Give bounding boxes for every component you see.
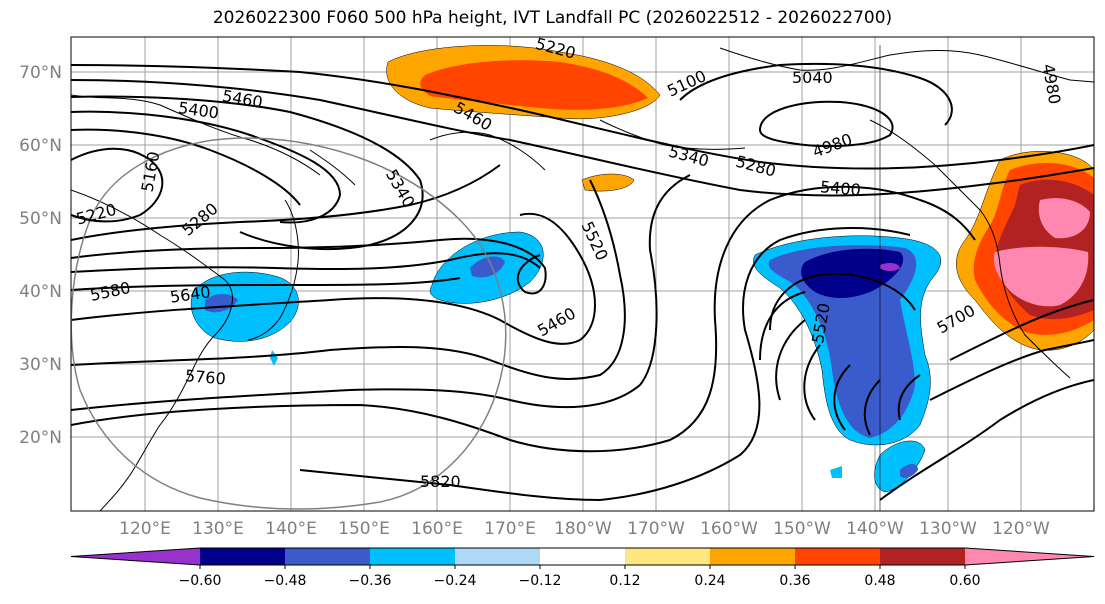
lon-label: 140°E (265, 519, 317, 539)
lat-label: 50°N (19, 209, 62, 229)
colorbar-segment (200, 548, 286, 565)
lat-label: 20°N (19, 428, 62, 448)
latitude-labels: 70°N 60°N 50°N 40°N 30°N 20°N (19, 63, 62, 448)
lat-label: 60°N (19, 136, 62, 156)
colorbar-segment (795, 548, 881, 565)
lat-label: 40°N (19, 282, 62, 302)
lon-label: 160°W (700, 519, 758, 539)
colorbar-tick-label: −0.24 (434, 573, 477, 589)
map-title: 2026022300 F060 500 hPa height, IVT Land… (212, 8, 893, 28)
colorbar-segment (710, 548, 796, 565)
lon-label: 180°W (554, 519, 612, 539)
colorbar-segment (455, 548, 541, 565)
ivt-shading (190, 45, 1094, 493)
lon-label: 120°W (992, 519, 1050, 539)
lon-label: 160°E (411, 519, 463, 539)
colorbar-segment (285, 548, 371, 565)
colorbar-segment (71, 548, 200, 565)
lon-label: 130°W (919, 519, 977, 539)
colorbar-tick-label: −0.12 (519, 573, 562, 589)
contour-label: 5040 (792, 68, 833, 87)
lat-label: 30°N (19, 355, 62, 375)
height-contours (71, 62, 1094, 502)
colorbar-tick-label: 0.48 (864, 573, 895, 589)
contour-label: 5760 (184, 366, 226, 388)
colorbar-tick-label: −0.36 (349, 573, 392, 589)
lon-label: 120°E (119, 519, 171, 539)
map-frame (70, 36, 1095, 512)
contour-label: 5400 (819, 177, 861, 199)
lon-label: 140°W (846, 519, 904, 539)
contour-label: 5820 (420, 472, 461, 491)
colorbar-tick-label: −0.48 (264, 573, 307, 589)
map-content (71, 37, 1094, 511)
colorbar-segment (625, 548, 711, 565)
lon-label: 170°E (484, 519, 536, 539)
ivt-negative-area-japan (190, 271, 299, 342)
longitude-labels: 120°E 130°E 140°E 150°E 160°E 170°E 180°W 170°W… (119, 519, 1050, 539)
colorbar-tick-label: 0.36 (779, 573, 810, 589)
colorbar-segment (540, 548, 626, 565)
colorbar-tick-label: 0.24 (694, 573, 725, 589)
colorbar-tick-label: 0.60 (949, 573, 980, 589)
colorbar-tick-label: −0.60 (179, 573, 222, 589)
lon-label: 150°E (338, 519, 390, 539)
colorbar-segment (965, 548, 1094, 565)
lat-label: 70°N (19, 63, 62, 83)
range-ring (71, 137, 507, 510)
lon-label: 130°E (192, 519, 244, 539)
lon-label: 170°W (627, 519, 685, 539)
lon-label: 150°W (773, 519, 831, 539)
colorbar-tick-label: 0.12 (609, 573, 640, 589)
colorbar: −0.60 −0.48 −0.36 −0.24 −0.12 0.12 0.24 0.36 0.4… (70, 547, 1095, 589)
colorbar-segment (880, 548, 966, 565)
colorbar-segment (370, 548, 456, 565)
